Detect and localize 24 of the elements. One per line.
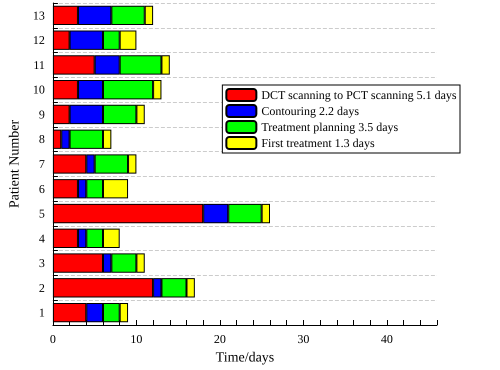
legend-label: DCT scanning to PCT scanning 5.1 days <box>261 88 457 102</box>
y-tick-label: 7 <box>38 157 45 171</box>
y-tick-label: 2 <box>38 280 45 295</box>
y-tick-label: 10 <box>32 82 45 97</box>
x-tick-label: 0 <box>50 332 56 346</box>
y-axis-title: Patient Number <box>8 120 22 208</box>
y-tick-label: 5 <box>38 206 45 221</box>
y-tick-label: 8 <box>38 132 45 146</box>
x-tick-label: 40 <box>380 332 393 346</box>
legend-label: Treatment planning 3.5 days <box>261 120 399 134</box>
x-tick-label: 10 <box>130 332 142 346</box>
legend-label: Contouring 2.2 days <box>261 104 360 118</box>
y-tick-label: 12 <box>32 33 45 48</box>
y-tick-label: 3 <box>38 256 45 270</box>
x-tick-label: 20 <box>214 332 226 346</box>
y-tick-label: 9 <box>38 107 45 122</box>
y-tick-label: 6 <box>38 182 45 196</box>
x-axis-title: Time/days <box>216 350 274 366</box>
y-tick-label: 1 <box>38 306 45 320</box>
x-tick-label: 30 <box>297 332 310 346</box>
y-tick-label: 13 <box>32 8 45 22</box>
y-tick-label: 4 <box>38 231 45 246</box>
legend-label: First treatment 1.3 days <box>261 136 375 150</box>
y-tick-label: 11 <box>33 58 45 72</box>
